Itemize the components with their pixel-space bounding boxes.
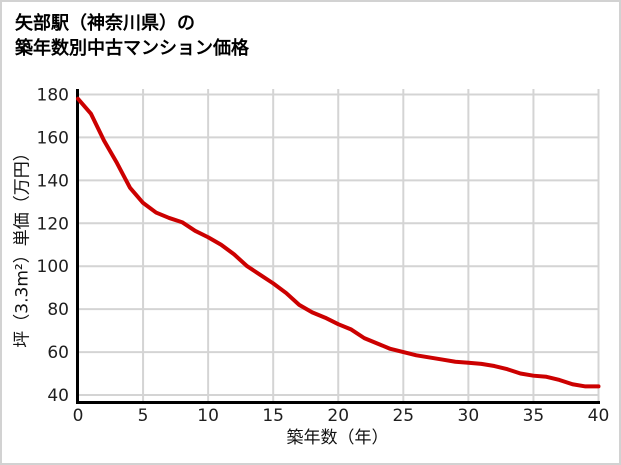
price-series-line xyxy=(76,96,601,389)
chart-title: 矢部駅（神奈川県）の 築年数別中古マンション価格 xyxy=(15,11,249,61)
y-tick-label: 60 xyxy=(47,343,69,363)
x-tick-label: 25 xyxy=(392,406,414,426)
x-tick-label: 5 xyxy=(138,406,149,426)
x-tick-label: 10 xyxy=(197,406,219,426)
x-axis-label: 築年数（年） xyxy=(286,428,389,448)
x-tick-label: 20 xyxy=(327,406,349,426)
y-tick-label: 160 xyxy=(37,128,69,148)
x-tick-label: 30 xyxy=(458,406,480,426)
chart-title-line2: 築年数別中古マンション価格 xyxy=(15,38,249,59)
y-tick-label: 40 xyxy=(47,386,69,406)
x-tick-label: 15 xyxy=(262,406,284,426)
y-tick-label: 80 xyxy=(47,300,69,320)
y-tick-label: 120 xyxy=(37,214,69,234)
x-tick-label: 0 xyxy=(73,406,84,426)
y-tick-label: 140 xyxy=(37,171,69,191)
y-tick-label: 180 xyxy=(37,86,69,106)
y-tick-label: 100 xyxy=(37,257,69,277)
y-axis-label: 坪（3.3m²）単価（万円） xyxy=(12,144,33,348)
chart-title-line1: 矢部駅（神奈川県）の xyxy=(15,13,195,34)
x-tick-label: 35 xyxy=(523,406,545,426)
x-tick-label: 40 xyxy=(588,406,610,426)
